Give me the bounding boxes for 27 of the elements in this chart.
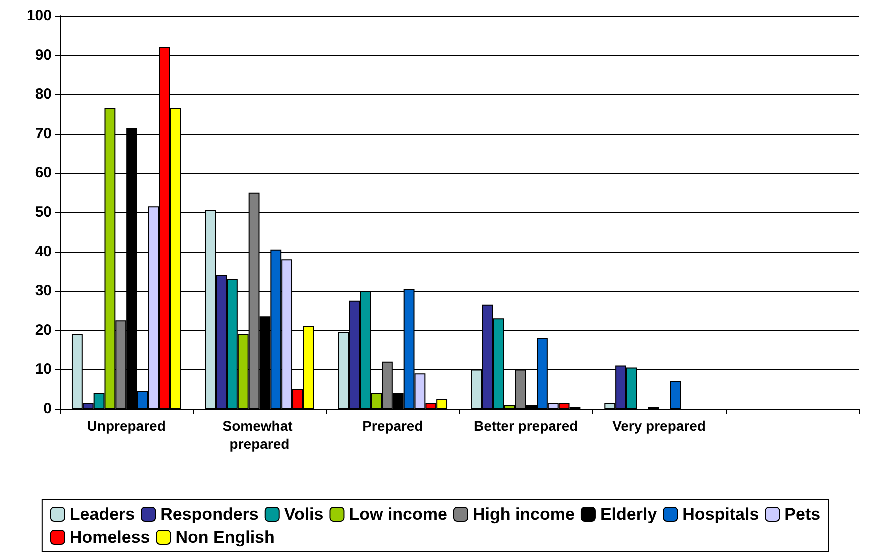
bar — [670, 381, 682, 409]
legend-label: Homeless — [70, 528, 150, 547]
y-tick-label: 10 — [35, 361, 52, 378]
y-tick-label: 50 — [35, 204, 52, 221]
x-tick-label: Better prepared — [474, 418, 578, 434]
y-tick-label: 60 — [35, 164, 52, 182]
legend-label: Pets — [784, 505, 821, 524]
x-tick-label: Very prepared — [612, 418, 706, 434]
y-tick-label: 40 — [35, 243, 52, 260]
y-tick-label: 20 — [35, 322, 52, 339]
x-tick-label: Prepared — [362, 418, 424, 434]
legend-label: Volis — [284, 505, 324, 524]
x-tick-label: Unprepared — [87, 418, 166, 434]
y-tick-label: 100 — [26, 8, 52, 24]
y-tick-label: 30 — [35, 282, 52, 300]
legend-label: Leaders — [70, 505, 136, 524]
legend-label: Responders — [160, 505, 259, 524]
y-tick-label: 0 — [44, 400, 52, 418]
legend-label: Hospitals — [682, 505, 760, 524]
legend-label: Elderly — [600, 505, 658, 524]
legend-label: High income — [472, 505, 575, 524]
legend-label: Non English — [176, 528, 275, 547]
x-tick-label: Somewhat prepared — [222, 418, 297, 452]
y-tick-label: 90 — [35, 46, 52, 64]
y-tick-label: 70 — [35, 125, 52, 142]
y-tick-label: 80 — [35, 86, 52, 104]
legend-label: Low income — [349, 505, 448, 524]
